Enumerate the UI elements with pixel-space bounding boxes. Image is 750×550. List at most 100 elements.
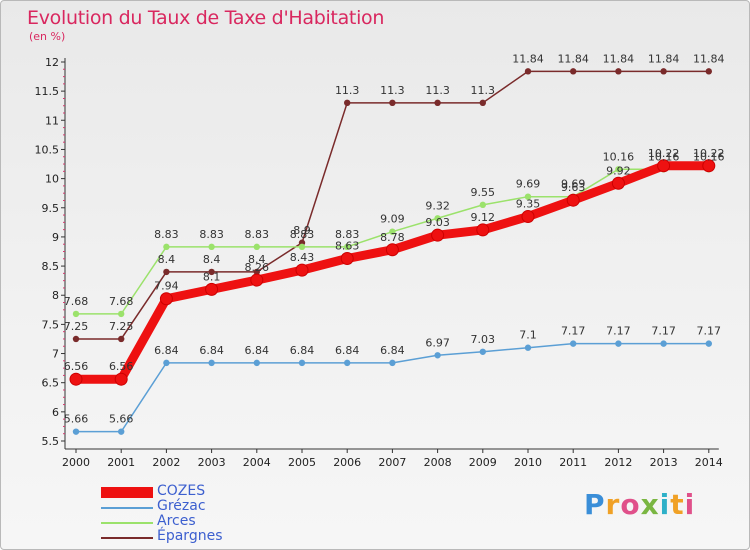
data-label-1: 7.17 — [561, 325, 586, 338]
data-point-2 — [344, 243, 351, 251]
data-label-3: 7.25 — [109, 320, 134, 333]
data-point-0 — [385, 243, 399, 257]
legend-label-arces: Arces — [157, 513, 196, 529]
x-tick-label: 2010 — [514, 456, 542, 469]
data-point-2 — [208, 243, 215, 251]
data-label-0: 6.56 — [64, 360, 89, 373]
data-point-2 — [434, 215, 441, 222]
legend-label-epargnes: Épargnes — [157, 528, 223, 544]
data-point-1 — [660, 340, 667, 347]
data-label-0: 8.26 — [245, 261, 270, 274]
legend-swatch-epargnes — [101, 537, 153, 539]
data-label-0: 6.56 — [109, 360, 134, 373]
data-label-0: 8.78 — [380, 231, 405, 244]
data-label-3: 11.3 — [471, 84, 496, 97]
data-point-3 — [72, 335, 80, 343]
data-label-3: 8.9 — [293, 224, 311, 237]
chart-title: Evolution du Taux de Taxe d'Habitation — [27, 7, 385, 29]
data-label-2: 7.68 — [64, 295, 89, 308]
y-tick-label: 6.5 — [42, 377, 60, 390]
data-point-1 — [344, 359, 351, 367]
data-label-3: 11.3 — [335, 84, 360, 97]
data-label-1: 7.17 — [606, 325, 631, 338]
data-label-3: 11.84 — [512, 52, 544, 65]
data-point-3 — [118, 335, 125, 343]
data-point-0 — [340, 251, 354, 265]
data-label-2: 8.83 — [154, 228, 179, 241]
data-point-1 — [253, 359, 260, 367]
data-label-0: 9.12 — [471, 211, 496, 224]
y-tick-label: 7.5 — [42, 318, 60, 331]
data-point-3 — [208, 268, 215, 276]
data-label-2: 8.83 — [245, 228, 270, 241]
data-label-0: 7.94 — [154, 280, 179, 293]
legend-swatch-cozes — [101, 487, 153, 498]
data-label-0: 9.03 — [425, 216, 450, 229]
y-tick-label: 12 — [45, 56, 59, 69]
data-point-2 — [163, 243, 170, 251]
data-point-1 — [615, 340, 622, 347]
y-tick-label: 5.5 — [42, 435, 60, 448]
data-label-2: 9.55 — [471, 186, 496, 199]
data-point-3 — [660, 68, 667, 75]
data-point-0 — [250, 273, 264, 287]
data-label-0: 9.35 — [516, 198, 541, 211]
y-tick-label: 10.5 — [35, 143, 60, 156]
y-tick-label: 9 — [52, 231, 59, 244]
y-tick-label: 8.5 — [42, 260, 60, 273]
y-tick-label: 11.5 — [35, 85, 60, 98]
data-point-0 — [521, 210, 535, 224]
data-point-3 — [434, 99, 441, 107]
data-point-0 — [476, 223, 490, 237]
data-point-0 — [69, 372, 83, 386]
data-label-1: 6.84 — [335, 344, 360, 357]
data-label-2: 8.83 — [290, 228, 315, 241]
data-label-0: 9.92 — [606, 164, 631, 177]
x-tick-label: 2008 — [424, 456, 452, 469]
data-point-0 — [159, 292, 173, 306]
data-label-1: 6.84 — [290, 344, 315, 357]
data-point-2 — [479, 201, 486, 209]
data-point-0 — [657, 159, 671, 173]
legend-label-grezac: Grézac — [157, 498, 206, 514]
data-label-1: 6.84 — [245, 344, 270, 357]
x-tick-label: 2006 — [333, 456, 361, 469]
x-tick-label: 2012 — [604, 456, 632, 469]
legend-swatch-grezac — [101, 507, 153, 509]
data-label-2: 8.83 — [199, 228, 224, 241]
y-tick-label: 8 — [52, 289, 59, 302]
y-tick-label: 11 — [45, 114, 59, 127]
data-point-0 — [114, 372, 128, 386]
data-label-0: 8.63 — [335, 239, 360, 252]
legend-swatch-arces — [101, 522, 153, 524]
chart-subtitle: (en %) — [29, 30, 66, 43]
data-label-1: 6.84 — [154, 344, 179, 357]
data-label-3: 11.84 — [648, 52, 680, 65]
data-label-0: 9.63 — [561, 181, 586, 194]
data-label-1: 7.03 — [471, 333, 496, 346]
data-label-1: 5.66 — [64, 413, 89, 426]
data-label-2: 9.32 — [425, 199, 450, 212]
data-label-3: 7.25 — [64, 320, 89, 333]
legend-item-arces: Arces — [101, 513, 321, 530]
x-tick-label: 2013 — [650, 456, 678, 469]
data-point-2 — [524, 193, 532, 200]
data-label-3: 11.84 — [603, 52, 635, 65]
data-point-2 — [389, 228, 396, 235]
x-tick-label: 2002 — [152, 456, 180, 469]
data-point-3 — [163, 268, 170, 276]
data-point-3 — [344, 99, 351, 107]
data-label-3: 11.84 — [693, 52, 725, 65]
data-label-1: 6.84 — [199, 344, 224, 357]
y-tick-label: 9.5 — [42, 202, 60, 215]
data-point-3 — [524, 68, 532, 75]
data-point-2 — [298, 243, 306, 251]
data-label-1: 5.66 — [109, 413, 134, 426]
x-tick-label: 2003 — [198, 456, 226, 469]
y-tick-label: 10 — [45, 173, 59, 186]
data-point-3 — [253, 268, 260, 276]
x-tick-label: 2011 — [559, 456, 587, 469]
data-label-1: 6.97 — [425, 336, 450, 349]
